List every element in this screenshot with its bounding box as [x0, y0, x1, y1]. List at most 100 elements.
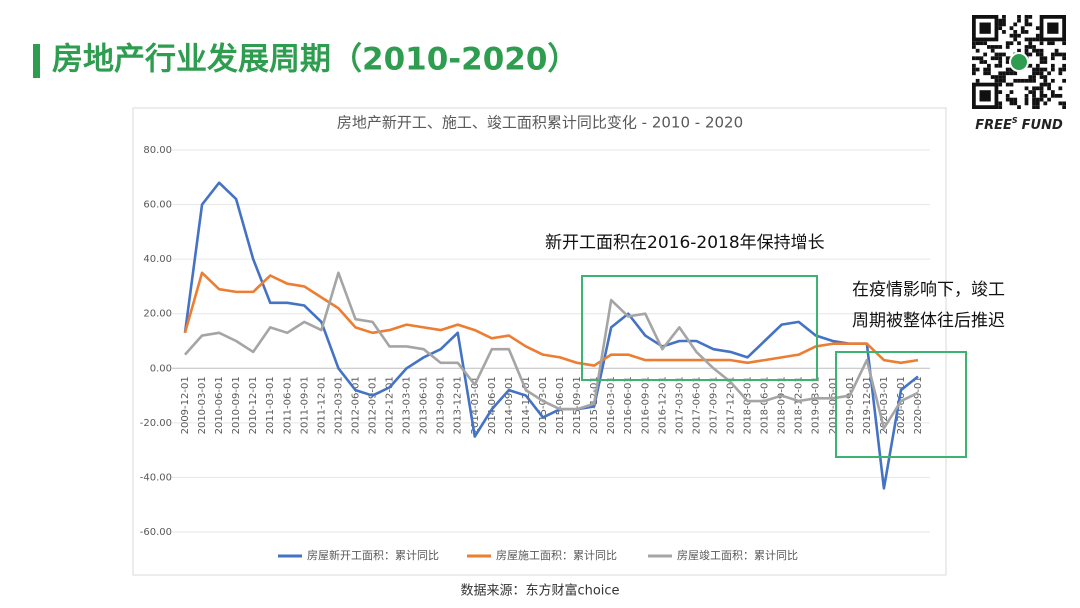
brand-main: FREE [975, 118, 1012, 133]
qr-cell [1013, 97, 1018, 102]
qr-cell [1024, 45, 1029, 49]
x-tick-label: 2015-09-01 [572, 376, 583, 434]
x-tick-label: 2010-03-01 [197, 376, 208, 434]
qr-cell [1032, 97, 1036, 102]
qr-cell [1047, 71, 1051, 76]
qr-cell [1035, 101, 1040, 106]
qr-cell [1039, 60, 1044, 64]
legend-label: 房屋施工面积：累计同比 [496, 549, 617, 562]
qr-cell [1017, 105, 1021, 109]
qr-cell [1050, 78, 1055, 83]
qr-cell [1013, 78, 1018, 83]
y-tick-label: 40.00 [143, 254, 172, 265]
qr-cell [1028, 90, 1033, 94]
qr-cell [987, 45, 991, 49]
qr-cell [1054, 93, 1059, 98]
qr-cell [998, 63, 1003, 68]
qr-cell [1035, 52, 1040, 57]
qr-cell [1058, 101, 1063, 106]
qr-cell [1039, 97, 1044, 102]
qr-cell [1062, 101, 1066, 106]
qr-cell [1043, 67, 1048, 72]
qr-cell [1028, 75, 1033, 79]
x-tick-label: 2016-03-01 [606, 376, 617, 434]
y-tick-label: -60.00 [140, 527, 172, 538]
x-tick-label: 2018-09-01 [777, 376, 788, 434]
y-tick-label: 0.00 [150, 363, 172, 374]
x-tick-label: 2018-03-01 [743, 376, 754, 434]
qr-cell [1009, 67, 1014, 72]
qr-cell [983, 41, 988, 46]
qr-cell [1035, 48, 1040, 53]
qr-cell [1035, 26, 1040, 31]
qr-cell [1002, 78, 1006, 83]
qr-cell [1032, 78, 1036, 83]
qr-cell [1028, 15, 1033, 19]
qr-cell [1054, 52, 1059, 57]
qr-cell [1017, 41, 1021, 46]
qr-cell [1028, 45, 1033, 49]
qr-cell [1005, 71, 1010, 76]
x-tick-label: 2017-03-01 [674, 376, 685, 434]
qr-cell [987, 63, 991, 68]
qr-cell [1005, 45, 1010, 49]
qr-cell [1028, 52, 1033, 57]
qr-cell [1043, 78, 1048, 83]
x-tick-label: 2012-03-01 [333, 376, 344, 434]
x-tick-label: 2019-12-01 [862, 376, 873, 434]
qr-cell [998, 22, 1003, 27]
qr-cell [972, 56, 976, 61]
qr-cell [1009, 82, 1014, 87]
qr-cell [987, 71, 991, 76]
qr-cell [1035, 63, 1040, 68]
qr-cell [1013, 22, 1018, 27]
qr-cell [998, 71, 1003, 76]
qr-cell [1020, 26, 1025, 31]
qr-cell [1032, 93, 1036, 98]
qr-cell [1035, 33, 1040, 38]
qr-cell [1047, 86, 1051, 91]
qr-cell [994, 56, 999, 61]
qr-cell [975, 67, 980, 72]
qr-cell [1058, 67, 1063, 72]
qr-cell [1054, 48, 1059, 53]
qr-cell [1035, 71, 1040, 76]
qr-cell [1043, 56, 1048, 61]
qr-cell [998, 101, 1003, 106]
series-line [184, 271, 919, 430]
qr-cell [990, 56, 995, 61]
title-accent [33, 44, 40, 78]
x-tick-label: 2014-06-01 [487, 376, 498, 434]
brand: FREES FUND [975, 116, 1063, 133]
qr-cell [998, 45, 1003, 49]
qr-cell [1058, 93, 1063, 98]
qr-cell [1062, 63, 1066, 68]
qr-cell [1009, 26, 1014, 31]
x-tick-label: 2011-03-01 [265, 376, 276, 434]
qr-cell [1013, 33, 1018, 38]
qr-cell [1035, 86, 1040, 91]
qr-cell [1050, 56, 1055, 61]
qr-cell [972, 67, 976, 72]
qr-cell [1024, 52, 1029, 57]
qr-cell [1050, 52, 1055, 57]
x-tick-label: 2009-12-01 [180, 376, 191, 434]
qr-cell [1039, 48, 1044, 53]
qr-logo [1009, 52, 1029, 72]
qr-cell [994, 63, 999, 68]
qr-cell [998, 75, 1003, 79]
qr-cell [994, 45, 999, 49]
qr-cell [979, 60, 984, 64]
qr-cell [1062, 78, 1066, 83]
x-tick-label: 2010-12-01 [248, 376, 259, 434]
qr-cell [975, 41, 980, 46]
qr-cell [979, 41, 984, 46]
qr-cell [1013, 101, 1018, 106]
source: 数据来源：东方财富choice [460, 583, 619, 599]
brand-sup: S [1012, 116, 1018, 125]
x-tick-label: 2013-06-01 [419, 376, 430, 434]
qr-cell [998, 90, 1003, 94]
qr-cell [1024, 15, 1029, 19]
x-tick-label: 2014-12-01 [521, 376, 532, 434]
qr-cell [1024, 48, 1029, 53]
